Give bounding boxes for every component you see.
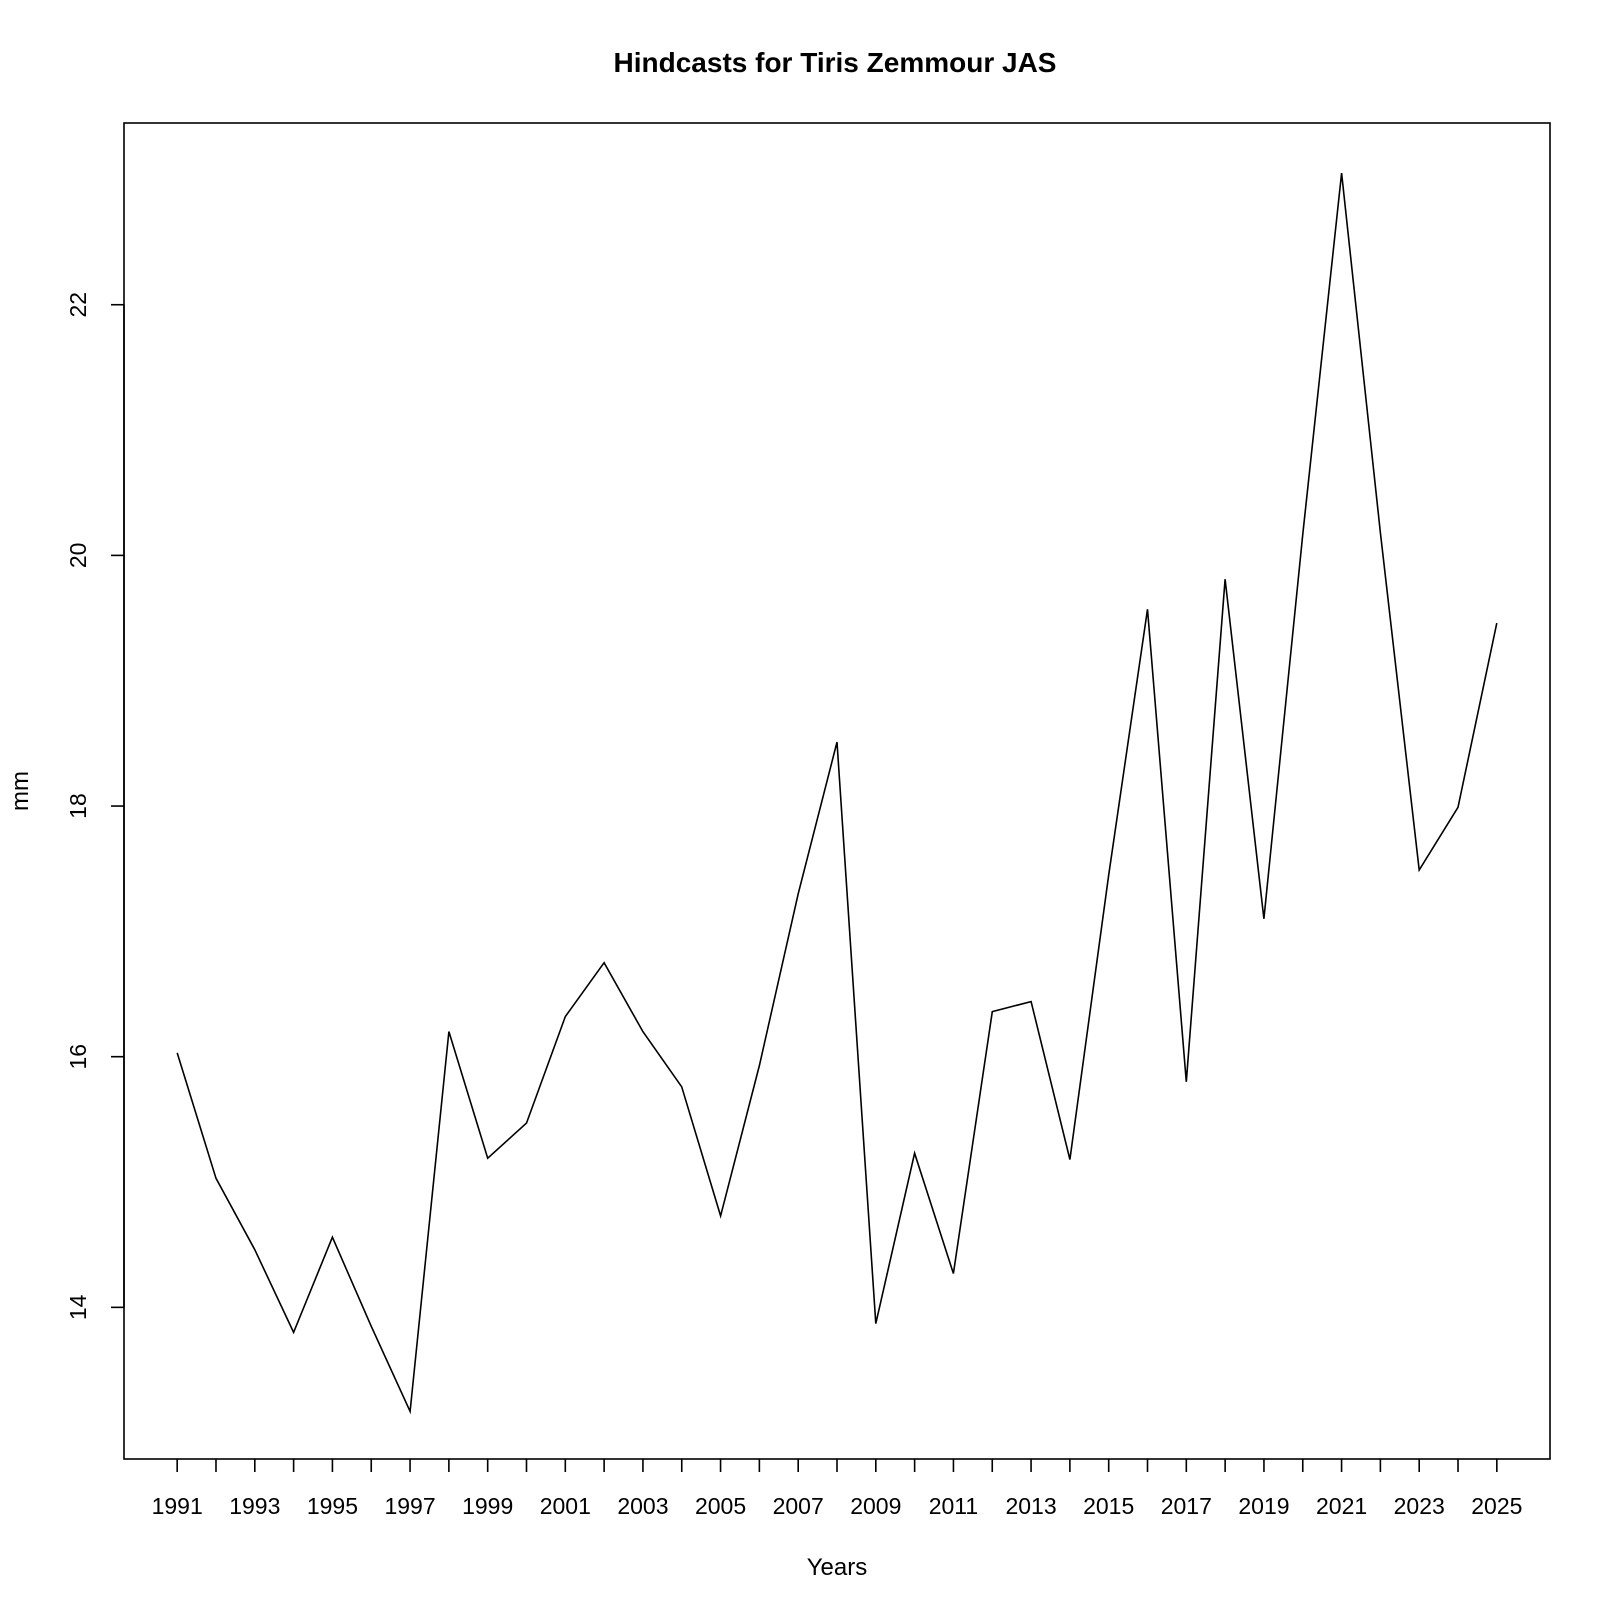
x-tick-label: 2021 (1316, 1493, 1367, 1519)
chart-title: Hindcasts for Tiris Zemmour JAS (614, 47, 1057, 78)
plot-frame (123, 122, 1551, 1460)
x-tick-label: 2017 (1161, 1493, 1212, 1519)
x-tick-label: 2013 (1005, 1493, 1056, 1519)
x-tick-label: 2015 (1083, 1493, 1134, 1519)
x-tick-label: 1993 (229, 1493, 280, 1519)
y-tick-label: 16 (65, 1044, 91, 1070)
series-line (176, 173, 1498, 1415)
y-tick-label: 20 (65, 543, 91, 569)
x-tick-label: 2001 (540, 1493, 591, 1519)
x-tick-label: 1995 (307, 1493, 358, 1519)
x-tick-label: 2023 (1394, 1493, 1445, 1519)
y-axis-label: mm (7, 771, 34, 811)
y-tick-label: 18 (65, 793, 91, 819)
x-tick-label: 2003 (617, 1493, 668, 1519)
x-tick-label: 2011 (929, 1493, 978, 1519)
x-tick-label: 2007 (773, 1493, 824, 1519)
x-tick-label: 2009 (850, 1493, 901, 1519)
x-tick-label: 1999 (462, 1493, 513, 1519)
y-tick-label: 22 (65, 292, 91, 318)
x-axis: 1991 1993 1995 1997 1999 2001 2003 2005 2007 2009… (152, 1459, 1522, 1519)
x-tick-label: 2019 (1238, 1493, 1289, 1519)
x-tick-label: 2025 (1471, 1493, 1522, 1519)
y-axis: 14 16 18 20 22 (65, 292, 125, 1320)
x-tick-label: 2005 (695, 1493, 746, 1519)
x-tick-label: 1991 (152, 1493, 203, 1519)
x-axis-label: Years (807, 1554, 868, 1581)
y-tick-label: 14 (65, 1294, 91, 1320)
x-tick-label: 1997 (384, 1493, 435, 1519)
